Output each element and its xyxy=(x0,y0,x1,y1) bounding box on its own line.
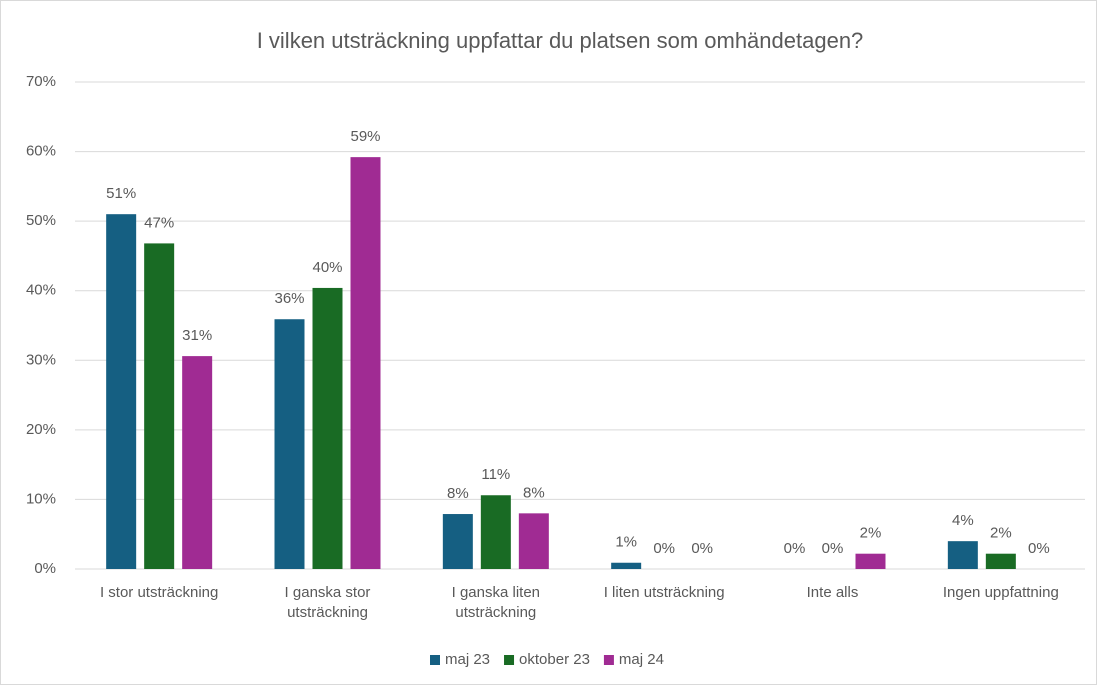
bar xyxy=(274,319,305,569)
legend-label: maj 23 xyxy=(445,651,490,668)
data-label: 51% xyxy=(106,185,136,202)
data-label: 0% xyxy=(822,540,844,557)
data-label: 0% xyxy=(1028,540,1050,557)
legend-swatch xyxy=(603,655,614,665)
bar xyxy=(480,495,511,569)
x-tick-label: Ingen uppfattning xyxy=(942,584,1059,601)
bar xyxy=(106,214,137,569)
data-label: 2% xyxy=(990,525,1012,542)
data-label: 0% xyxy=(784,540,806,557)
data-label: 47% xyxy=(144,214,174,231)
data-label: 8% xyxy=(447,485,469,502)
x-tick-label: I liten utsträckning xyxy=(603,584,725,601)
bar xyxy=(985,553,1016,569)
bar xyxy=(312,287,343,569)
x-tick-label: I ganska liten utsträckning xyxy=(451,584,541,621)
y-tick-label: 30% xyxy=(26,351,56,368)
bar xyxy=(182,356,213,569)
legend-swatch xyxy=(430,655,440,665)
bar xyxy=(350,157,381,569)
data-label: 40% xyxy=(312,259,342,276)
x-tick-label: I ganska stor utsträckning xyxy=(284,584,371,621)
y-tick-label: 40% xyxy=(26,282,56,299)
data-label: 36% xyxy=(274,290,304,307)
chart-title: I vilken utsträckning uppfattar du plats… xyxy=(257,28,864,53)
data-label: 31% xyxy=(182,327,212,344)
legend-swatch xyxy=(504,655,515,665)
y-tick-label: 20% xyxy=(26,421,56,438)
data-label: 0% xyxy=(653,540,675,557)
legend-label: maj 24 xyxy=(619,651,664,668)
bar xyxy=(144,243,175,570)
bar xyxy=(947,541,978,569)
data-label: 11% xyxy=(481,466,510,483)
bar xyxy=(518,513,549,569)
y-tick-label: 50% xyxy=(26,212,56,229)
y-tick-label: 60% xyxy=(26,143,56,160)
y-tick-label: 70% xyxy=(26,73,56,90)
bar xyxy=(442,514,473,569)
data-label: 0% xyxy=(691,540,713,557)
y-tick-label: 0% xyxy=(34,560,56,577)
data-label: 1% xyxy=(615,534,637,551)
legend-label: oktober 23 xyxy=(519,651,590,668)
bar xyxy=(855,553,886,569)
bar xyxy=(611,562,642,569)
data-label: 59% xyxy=(350,128,380,145)
data-label: 8% xyxy=(523,484,545,501)
x-tick-label: I stor utsträckning xyxy=(99,584,219,601)
x-tick-label: Inte alls xyxy=(806,584,859,601)
y-tick-label: 10% xyxy=(26,490,56,507)
data-label: 2% xyxy=(860,525,882,542)
data-label: 4% xyxy=(952,512,974,529)
